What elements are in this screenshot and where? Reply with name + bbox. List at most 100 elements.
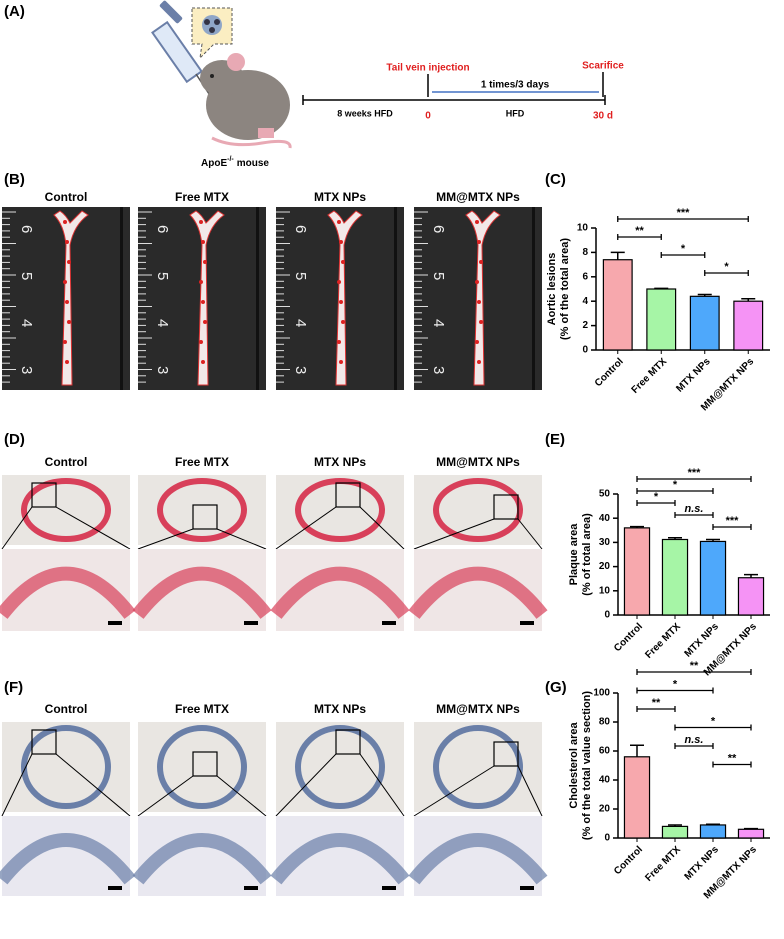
image-title: Free MTX: [175, 702, 229, 716]
lesion: [203, 320, 207, 324]
panel-label: (D): [4, 431, 25, 448]
zoom-line: [1, 753, 33, 817]
oil-red-ring: [157, 478, 247, 542]
syringe: [151, 0, 214, 101]
zoom-line: [55, 753, 131, 817]
filipin-ring: [21, 725, 111, 809]
lesion: [337, 280, 341, 284]
lesion: [67, 260, 71, 264]
bar: [733, 300, 764, 351]
lesion: [475, 280, 479, 284]
significance-label: *: [681, 243, 686, 255]
panel-label: (B): [4, 171, 25, 188]
filipin-ring: [157, 725, 247, 809]
scale-bar: [108, 621, 122, 625]
y-axis-label: Plaque area: [568, 523, 580, 586]
zoom-line: [55, 506, 131, 550]
y-tick-label: 50: [599, 489, 611, 500]
significance-label: n.s.: [685, 503, 704, 515]
filipin-ring: [433, 725, 523, 809]
filipin-tissue: [408, 833, 548, 885]
x-tick-label: MTX NPs: [674, 356, 713, 395]
ruler-number: 6: [154, 225, 171, 233]
y-tick-label: 0: [604, 610, 610, 621]
y-axis-label: Cholesterol area: [568, 722, 580, 809]
bar: [689, 295, 720, 351]
timeline: [302, 72, 606, 105]
ruler-edge: [532, 207, 535, 390]
bar: [661, 538, 689, 616]
zoom-box: [493, 741, 519, 767]
significance-label: n.s.: [685, 734, 704, 746]
lesion: [339, 360, 343, 364]
lesion: [477, 300, 481, 304]
error-bar: [610, 251, 625, 260]
zoom-line: [359, 753, 405, 817]
aorta: [327, 210, 363, 386]
image-title: MM@MTX NPs: [436, 455, 520, 469]
image-title: Control: [45, 455, 88, 469]
significance-bracket: [674, 743, 714, 749]
image-title: MTX NPs: [314, 702, 366, 716]
aorta: [189, 210, 225, 386]
scale-bar: [382, 621, 396, 625]
significance-label: *: [724, 261, 729, 273]
x-tick-label: Free MTX: [643, 844, 683, 884]
oil-red-tissue: [408, 566, 548, 619]
scale-bar: [520, 621, 534, 625]
y-tick-label: 20: [599, 804, 611, 815]
oil-red-tissue: [132, 566, 272, 619]
filipin-tissue: [270, 833, 410, 885]
significance-label: **: [652, 697, 661, 709]
oil-red-tissue: [270, 566, 410, 619]
lesion: [67, 320, 71, 324]
y-tick-label: 10: [599, 585, 611, 596]
ruler-number: 6: [18, 225, 35, 233]
significance-bracket: [636, 488, 714, 494]
significance-bracket: [704, 270, 749, 276]
lesion: [65, 240, 69, 244]
filipin-tissue: [132, 833, 272, 885]
zoom-box: [493, 494, 519, 520]
zoom-line: [216, 528, 267, 550]
lesion: [479, 320, 483, 324]
zoom-box: [192, 751, 218, 777]
significance-bracket: [636, 687, 714, 694]
panel-label: (E): [545, 431, 565, 448]
ruler-number: 4: [430, 319, 447, 327]
panel-label: (G): [545, 679, 567, 696]
ruler-number: 3: [292, 366, 309, 374]
lesion: [65, 300, 69, 304]
y-tick-label: 8: [582, 247, 588, 258]
y-tick-label: 0: [604, 833, 610, 844]
error-bar: [697, 293, 712, 297]
significance-label: *: [673, 678, 678, 690]
zoom-box: [192, 504, 218, 530]
error-bar: [668, 537, 682, 540]
mouse-strain: ApoE: [201, 158, 227, 169]
significance-bracket: [674, 724, 752, 731]
x-tick-label: Control: [612, 621, 645, 654]
y-tick-label: 40: [599, 775, 611, 786]
y-tick-label: 80: [599, 717, 611, 728]
zoom-line: [216, 775, 267, 817]
zoom-line: [517, 518, 543, 550]
y-tick-label: 60: [599, 746, 611, 757]
significance-bracket: [617, 216, 749, 222]
zoom-line: [413, 765, 495, 817]
x-tick-label: Control: [593, 356, 626, 389]
end-day: 30 d: [593, 111, 613, 122]
injection-label: Tail vein injection: [386, 63, 469, 74]
mouse: [200, 53, 292, 149]
error-bar: [741, 298, 756, 302]
bar: [737, 577, 765, 616]
zoom-box: [31, 482, 57, 508]
zoom-line: [137, 528, 194, 550]
lesion: [337, 220, 341, 224]
oil-red-tissue: [0, 566, 136, 619]
image-title: Free MTX: [175, 190, 229, 204]
error-bar: [668, 824, 682, 827]
lesion: [475, 220, 479, 224]
significance-label: ***: [726, 515, 740, 527]
